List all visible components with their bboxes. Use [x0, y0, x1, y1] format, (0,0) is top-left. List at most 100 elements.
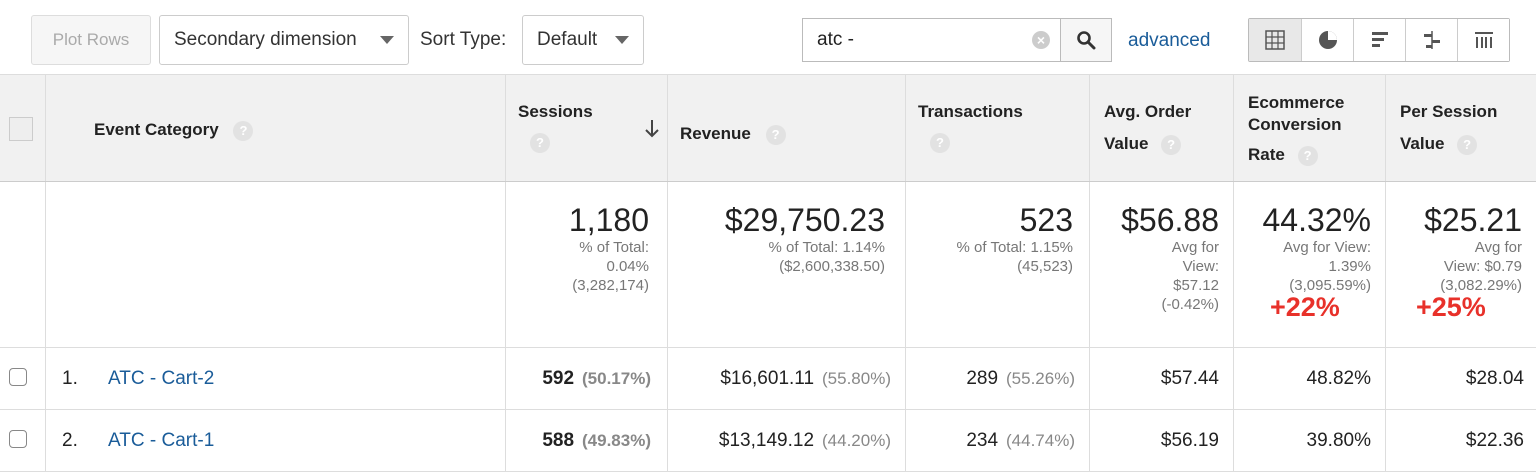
advanced-filter-link[interactable]: advanced [1128, 30, 1211, 51]
row-checkbox[interactable] [9, 430, 27, 448]
row-aov-cell: $56.19 [1090, 410, 1234, 471]
clear-search-icon[interactable]: × [1032, 31, 1050, 49]
totals-psv-cell: $25.21 Avg for View: $0.79 (3,082.29%) +… [1386, 182, 1536, 347]
help-icon[interactable]: ? [1297, 145, 1318, 166]
column-header-ecommerce-conversion-rate[interactable]: Ecommerce Conversion Rate ? [1234, 75, 1386, 181]
total-sessions-sub: 0.04% [606, 258, 649, 275]
transactions-value: 289 [966, 367, 999, 389]
comparison-view-button[interactable] [1405, 19, 1457, 61]
row-category-cell: 2. ATC - Cart-1 [46, 410, 506, 471]
total-transactions-sub: (45,523) [1017, 258, 1073, 275]
event-category-link[interactable]: ATC - Cart-2 [108, 367, 215, 389]
bar-view-icon [1371, 32, 1388, 47]
pivot-view-button[interactable] [1457, 19, 1509, 61]
row-checkbox[interactable] [9, 368, 27, 386]
total-psv-sub: View: $0.79 [1443, 258, 1522, 275]
ecr-header-line3: Rate [1248, 145, 1285, 164]
total-revenue-value: $29,750.23 [724, 202, 885, 238]
psv-value: $22.36 [1465, 429, 1524, 451]
total-sessions-sub: (3,282,174) [572, 277, 649, 294]
help-icon[interactable]: ? [1161, 134, 1182, 155]
view-switcher [1248, 18, 1510, 62]
table-row: 2. ATC - Cart-1 588 (49.83%) $13,149.12 … [0, 410, 1536, 472]
revenue-value: $13,149.12 [718, 429, 815, 451]
transactions-pct: (55.26%) [1006, 368, 1075, 388]
total-ecr-sub: 1.39% [1328, 258, 1371, 275]
totals-ecr-cell: 44.32% Avg for View: 1.39% (3,095.59%) +… [1234, 182, 1386, 347]
totals-revenue-cell: $29,750.23 % of Total: 1.14% ($2,600,338… [668, 182, 906, 347]
row-aov-cell: $57.44 [1090, 348, 1234, 409]
column-header-sessions[interactable]: Sessions ? [506, 75, 668, 181]
pie-view-button[interactable] [1301, 19, 1353, 61]
total-ecr-sub: Avg for View: [1283, 239, 1371, 256]
search-input[interactable] [817, 29, 1017, 51]
sessions-pct: (49.83%) [582, 430, 651, 450]
table-view-icon [1265, 30, 1285, 50]
help-icon[interactable]: ? [1457, 134, 1478, 155]
psv-delta-annotation: +25% [1416, 292, 1486, 322]
secondary-dimension-label: Secondary dimension [174, 29, 357, 50]
avg-order-value-header-line2: Value [1104, 134, 1149, 153]
total-ecr-value: 44.32% [1262, 202, 1371, 238]
ecr-header-line2: Conversion [1248, 115, 1342, 134]
sessions-pct: (50.17%) [582, 368, 651, 388]
transactions-value: 234 [966, 429, 999, 451]
chevron-down-icon [615, 36, 629, 44]
table-row: 1. ATC - Cart-2 592 (50.17%) $16,601.11 … [0, 348, 1536, 410]
revenue-header-label: Revenue [680, 124, 751, 143]
aov-value: $56.19 [1160, 429, 1219, 451]
column-header-transactions[interactable]: Transactions ? [906, 75, 1090, 181]
help-icon[interactable]: ? [930, 133, 950, 153]
table-view-button[interactable] [1249, 19, 1301, 61]
row-transactions-cell: 234 (44.74%) [906, 410, 1090, 471]
chevron-down-icon [380, 36, 394, 44]
help-icon[interactable]: ? [233, 120, 254, 141]
total-aov-sub: Avg for [1171, 239, 1219, 256]
column-header-revenue[interactable]: Revenue ? [668, 75, 906, 181]
total-transactions-sub: % of Total: 1.15% [956, 239, 1073, 256]
ecr-header-line1: Ecommerce [1248, 93, 1345, 112]
total-aov-sub: (-0.42%) [1161, 296, 1219, 313]
help-icon[interactable]: ? [530, 133, 550, 153]
ecr-delta-annotation: +22% [1270, 292, 1340, 322]
aov-value: $57.44 [1160, 367, 1219, 389]
search-field[interactable]: × [802, 18, 1060, 62]
totals-transactions-cell: 523 % of Total: 1.15% (45,523) [906, 182, 1090, 347]
header-checkbox-cell [0, 75, 46, 181]
event-category-link[interactable]: ATC - Cart-1 [108, 429, 215, 451]
column-header-event-category[interactable]: Event Category ? [46, 75, 506, 181]
sort-type-dropdown[interactable]: Default [522, 15, 644, 65]
search-button[interactable] [1060, 18, 1112, 62]
search-icon [1077, 31, 1096, 50]
select-all-checkbox[interactable] [9, 117, 33, 141]
total-aov-value: $56.88 [1121, 202, 1219, 238]
comparison-view-icon [1423, 31, 1440, 49]
sort-descending-icon [645, 120, 659, 138]
psv-header-line1: Per Session [1400, 102, 1498, 121]
help-icon[interactable]: ? [765, 124, 786, 145]
transactions-header-label: Transactions [918, 102, 1023, 121]
ecr-value: 39.80% [1306, 429, 1371, 451]
column-header-per-session-value[interactable]: Per Session Value ? [1386, 75, 1536, 181]
sessions-header-label: Sessions [518, 102, 593, 121]
total-revenue-sub: % of Total: 1.14% [768, 239, 885, 256]
row-revenue-cell: $16,601.11 (55.80%) [668, 348, 906, 409]
sessions-value: 588 [542, 429, 575, 451]
total-revenue-sub: ($2,600,338.50) [779, 258, 885, 275]
total-sessions-value: 1,180 [568, 202, 649, 238]
totals-aov-cell: $56.88 Avg for View: $57.12 (-0.42%) [1090, 182, 1234, 347]
column-header-avg-order-value[interactable]: Avg. Order Value ? [1090, 75, 1234, 181]
total-sessions-sub: % of Total: [579, 239, 649, 256]
psv-value: $28.04 [1465, 367, 1524, 389]
secondary-dimension-dropdown[interactable]: Secondary dimension [159, 15, 409, 65]
plot-rows-button[interactable]: Plot Rows [31, 15, 151, 65]
total-aov-sub: $57.12 [1173, 277, 1219, 294]
bar-view-button[interactable] [1353, 19, 1405, 61]
row-index: 1. [62, 367, 78, 389]
total-psv-value: $25.21 [1424, 202, 1522, 238]
sort-type-label: Sort Type: [420, 29, 507, 50]
row-psv-cell: $22.36 [1386, 410, 1536, 471]
row-transactions-cell: 289 (55.26%) [906, 348, 1090, 409]
revenue-pct: (44.20%) [822, 430, 891, 450]
sort-type-value: Default [537, 29, 598, 50]
